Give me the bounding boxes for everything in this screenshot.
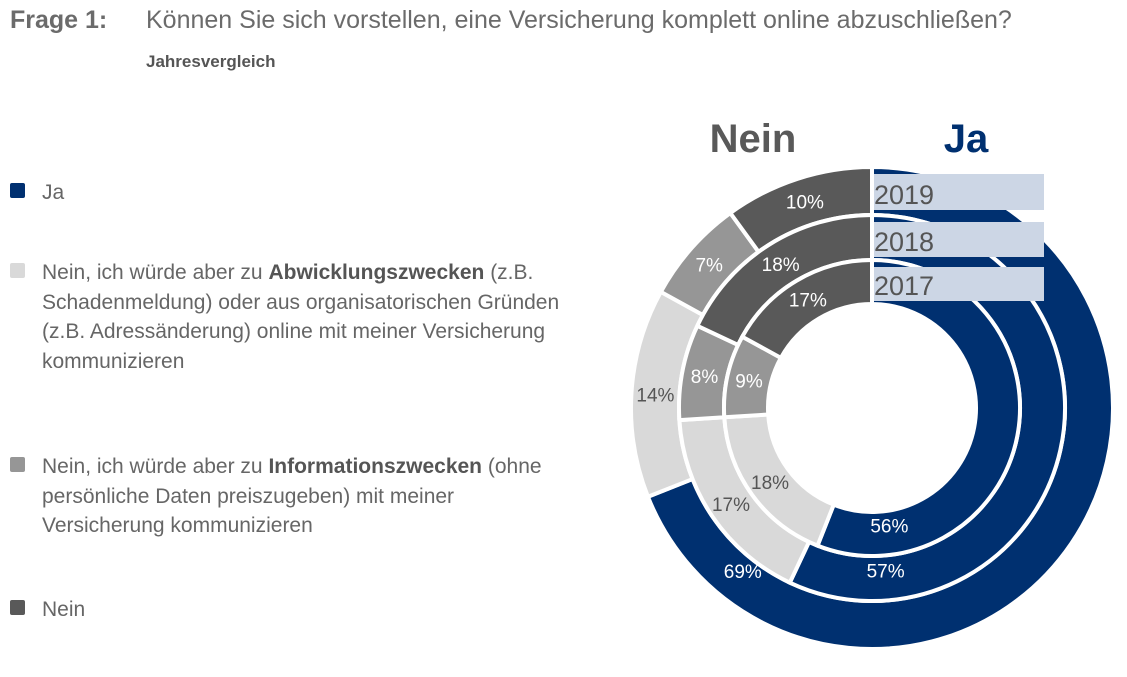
label-2019-ja: 69% bbox=[724, 562, 762, 583]
year-bar-2018 bbox=[872, 222, 1044, 257]
label-2018-nein: 18% bbox=[762, 255, 800, 276]
label-2018-ja: 57% bbox=[867, 561, 905, 582]
year-label-2018: 2018 bbox=[874, 227, 934, 257]
donut-chart: Nein Ja 2019 2018 2017 69% 14% 7% 10% 57% 17% 8%… bbox=[629, 117, 1115, 651]
year-label-2019: 2019 bbox=[874, 180, 934, 210]
label-2019-information: 7% bbox=[695, 255, 723, 276]
legend-label-abwicklung: Nein, ich würde aber zu Abwicklungszweck… bbox=[42, 261, 560, 373]
label-2017-nein: 17% bbox=[789, 291, 827, 312]
label-2019-abwicklung: 14% bbox=[636, 385, 674, 406]
question-text: Können Sie sich vorstellen, eine Versich… bbox=[146, 6, 1012, 34]
question-label: Frage 1: bbox=[10, 6, 108, 34]
chart-header-ja: Ja bbox=[944, 117, 989, 161]
chart-header-nein: Nein bbox=[710, 117, 797, 161]
legend-label-nein: Nein bbox=[42, 598, 86, 621]
legend-swatch-ja bbox=[10, 183, 25, 198]
legend-label-ja: Ja bbox=[42, 181, 65, 204]
legend-swatch-nein bbox=[10, 600, 25, 615]
year-bar-2017 bbox=[872, 267, 1044, 301]
label-2017-ja: 56% bbox=[870, 517, 908, 538]
label-2018-abwicklung: 17% bbox=[712, 495, 750, 516]
year-label-2017: 2017 bbox=[874, 271, 934, 301]
legend-swatch-abwicklung bbox=[10, 263, 25, 278]
chart-subtitle: Jahresvergleich bbox=[146, 52, 276, 71]
legend-label-information: Nein, ich würde aber zu Informationszwec… bbox=[42, 455, 542, 537]
label-2017-information: 9% bbox=[735, 372, 763, 393]
year-bar-2019 bbox=[872, 174, 1044, 210]
label-2017-abwicklung: 18% bbox=[751, 473, 789, 494]
label-2019-nein: 10% bbox=[786, 193, 824, 214]
arc-2017-ja bbox=[814, 257, 1022, 558]
legend-swatch-information bbox=[10, 457, 25, 472]
label-2018-information: 8% bbox=[691, 367, 719, 388]
